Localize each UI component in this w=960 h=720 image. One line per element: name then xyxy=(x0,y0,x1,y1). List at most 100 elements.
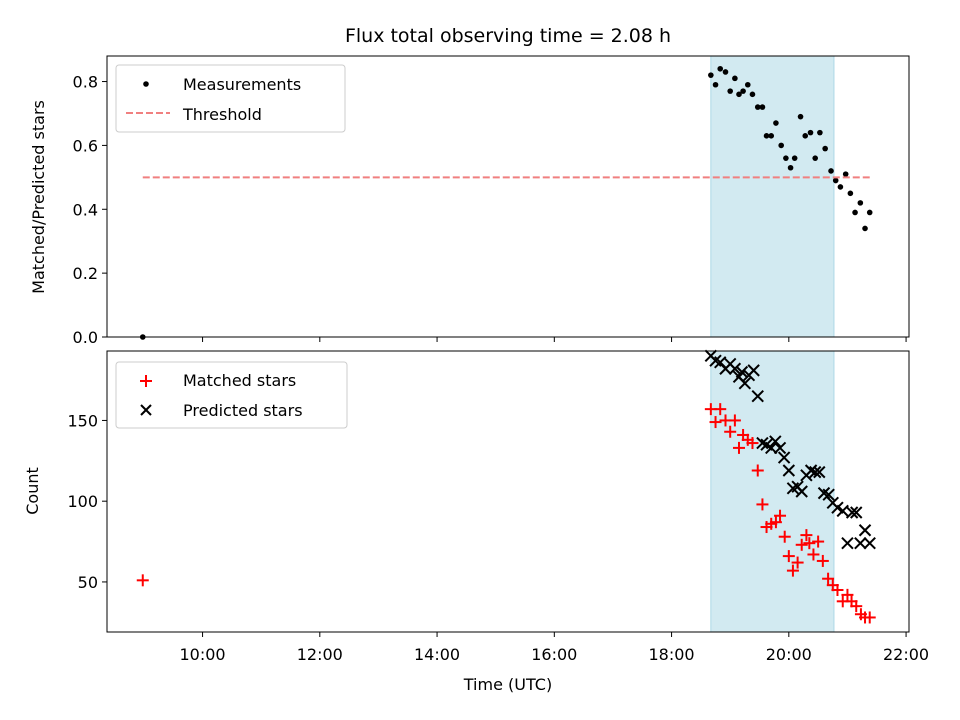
predicted-stars-point xyxy=(769,435,782,448)
predicted-stars-point xyxy=(858,524,872,537)
measurements-point xyxy=(759,104,766,110)
measurements-point xyxy=(787,164,794,171)
measurements-point xyxy=(866,209,873,216)
observing-window-shade-bottom xyxy=(710,350,835,633)
ratio-y-ticks: 0.0 0.2 0.4 0.6 0.8 xyxy=(73,73,107,347)
observing-window-shade-top xyxy=(710,55,835,338)
predicted-stars-point xyxy=(863,536,876,550)
ratio-y-tick-label: 0.2 xyxy=(73,264,98,283)
matched-stars-legend-marker xyxy=(140,375,152,387)
predicted-stars-point xyxy=(765,441,778,455)
measurements-point xyxy=(749,91,756,98)
predicted-stars-point xyxy=(822,488,835,501)
predicted-stars-point xyxy=(850,506,863,519)
matched-stars-point xyxy=(136,574,149,587)
x-axis-label: Time (UTC) xyxy=(463,675,552,694)
measurements-point xyxy=(852,209,858,216)
threshold-legend-label: Threshold xyxy=(182,105,262,124)
x-tick-label: 12:00 xyxy=(297,645,343,664)
ratio-plot-area xyxy=(139,65,873,340)
matched-stars-point xyxy=(850,600,863,613)
count-y-tick-label: 50 xyxy=(78,573,98,592)
predicted-stars-legend-label: Predicted stars xyxy=(183,401,303,420)
matched-stars-point xyxy=(816,554,829,567)
x-tick-label: 18:00 xyxy=(649,645,695,664)
measurements-point xyxy=(732,75,738,82)
ratio-legend-box xyxy=(115,64,346,133)
measurements-point xyxy=(842,171,849,177)
measurements-point xyxy=(807,129,814,136)
measurements-point xyxy=(797,113,804,120)
x-tick-label: 14:00 xyxy=(414,645,460,664)
ratio-y-tick-label: 0.6 xyxy=(73,136,98,155)
measurements-point xyxy=(857,200,864,206)
matched-stars-point xyxy=(774,509,787,522)
measurements-legend-marker xyxy=(143,81,149,87)
matched-stars-point xyxy=(782,550,795,563)
measurements-legend-label: Measurements xyxy=(183,75,301,94)
matched-stars-point xyxy=(791,556,804,569)
count-y-tick-label: 150 xyxy=(67,411,98,430)
matched-stars-point xyxy=(732,441,745,454)
predicted-stars-point xyxy=(782,464,796,477)
matched-stars-point xyxy=(795,538,808,551)
measurements-point xyxy=(783,155,789,161)
ratio-axes-frame xyxy=(106,55,910,338)
matched-stars-point xyxy=(751,464,764,477)
measurements-point xyxy=(708,72,714,78)
measurements-point xyxy=(754,104,761,110)
matched-stars-point xyxy=(714,403,727,416)
predicted-stars-point xyxy=(795,485,808,498)
measurements-point xyxy=(847,190,854,197)
matched-stars-point xyxy=(803,537,816,550)
measurements-point xyxy=(837,184,844,190)
measurements-point xyxy=(791,155,798,161)
x-tick-label: 20:00 xyxy=(766,645,812,664)
count-x-ticks: 10:00 12:00 14:00 16:00 18:00 20:00 22:00 xyxy=(180,632,929,664)
ratio-legend: Measurements Threshold xyxy=(115,64,346,133)
measurements-point xyxy=(822,145,828,152)
matched-stars-point xyxy=(756,498,769,511)
measurements-point xyxy=(722,69,729,75)
count-y-axis-label: Count xyxy=(23,467,42,515)
ratio-y-tick-label: 0.0 xyxy=(73,328,98,347)
predicted-stars-point xyxy=(813,465,826,479)
measurements-point xyxy=(773,120,779,126)
measurements-point xyxy=(817,129,823,136)
count-axes-frame xyxy=(106,350,910,633)
matched-stars-point xyxy=(769,516,782,529)
ratio-y-axis-label: Matched/Predicted stars xyxy=(29,100,48,294)
x-tick-label: 22:00 xyxy=(883,645,929,664)
count-y-tick-label: 100 xyxy=(67,492,98,511)
predicted-stars-point xyxy=(751,390,764,403)
measurements-point xyxy=(862,225,868,232)
predicted-stars-point xyxy=(728,362,742,375)
measurements-point xyxy=(740,88,746,94)
measurements-point xyxy=(717,65,724,72)
matched-stars-point xyxy=(807,548,820,561)
matched-stars-point xyxy=(724,425,737,438)
matched-stars-point xyxy=(863,611,876,624)
measurements-point xyxy=(812,155,818,161)
ratio-y-tick-label: 0.4 xyxy=(73,200,98,219)
measurements-point xyxy=(763,133,770,139)
measurements-point xyxy=(712,81,719,88)
matched-stars-point xyxy=(786,564,799,577)
ratio-panel: 0.00.20.40.60.8 Matched/Predicted stars … xyxy=(29,55,910,347)
predicted-stars-point xyxy=(808,465,822,479)
measurements-point xyxy=(778,142,784,149)
x-tick-label: 16:00 xyxy=(531,645,577,664)
chart-title: Flux total observing time = 2.08 h xyxy=(345,25,671,47)
predicted-stars-point xyxy=(777,451,791,464)
measurements-point xyxy=(727,88,733,94)
count-panel: 50 100 150 10:00 12:00 14:00 16:00 18:00 20:00 2… xyxy=(23,349,929,694)
predicted-stars-point xyxy=(773,441,787,455)
predicted-stars-legend-marker xyxy=(140,404,152,416)
predicted-stars-point xyxy=(735,365,749,379)
measurements-point xyxy=(802,133,809,139)
matched-stars-point xyxy=(812,535,825,548)
ratio-y-tick-label: 0.8 xyxy=(73,73,98,92)
matched-stars-point xyxy=(831,584,844,597)
matched-stars-point xyxy=(746,437,759,450)
